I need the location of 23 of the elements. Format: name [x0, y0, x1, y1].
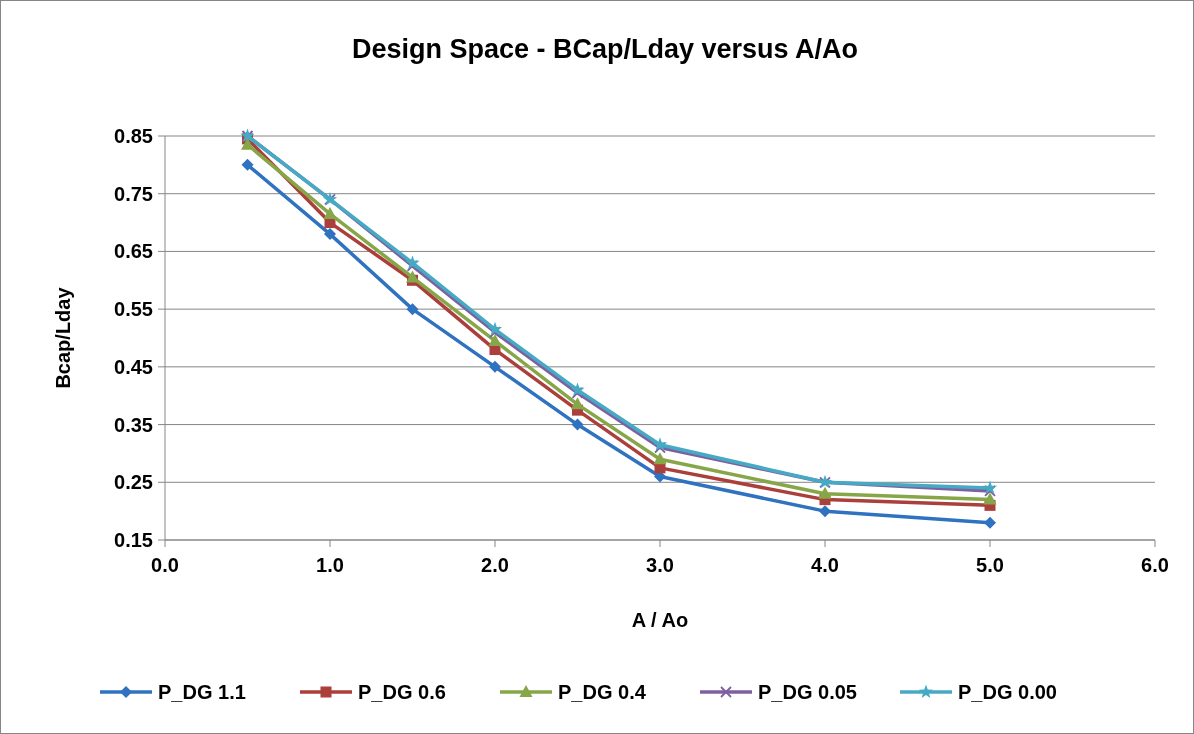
y-tick-label: 0.75: [114, 182, 153, 205]
legend-label: P_DG 0.6: [358, 681, 446, 703]
y-tick-label: 0.45: [114, 355, 153, 378]
x-axis-title: A / Ao: [631, 609, 689, 631]
y-tick-label: 0.65: [114, 240, 153, 263]
legend-label: P_DG 0.05: [758, 681, 857, 703]
x-tick-label: 5.0: [976, 554, 1004, 576]
x-tick-label: 0.0: [151, 554, 179, 576]
x-tick-label: 3.0: [646, 554, 674, 576]
y-tick-label: 0.35: [114, 413, 153, 436]
y-tick-label: 0.85: [114, 125, 153, 147]
x-tick-label: 6.0: [1141, 554, 1169, 576]
chart-title: Design Space - BCap/Lday versus A/Ao: [351, 34, 859, 64]
x-tick-label: 1.0: [316, 554, 344, 576]
y-tick-label: 0.25: [114, 471, 153, 494]
x-tick-label: 2.0: [481, 554, 509, 576]
y-tick-label: 0.55: [114, 298, 153, 321]
y-axis-title: Bcap/Lday: [52, 286, 74, 389]
legend-label: P_DG 1.1: [158, 681, 246, 703]
legend-label: P_DG 0.00: [958, 681, 1057, 703]
legend-label: P_DG 0.4: [558, 681, 647, 703]
y-tick-label: 0.15: [114, 529, 153, 551]
x-tick-label: 4.0: [811, 554, 839, 576]
